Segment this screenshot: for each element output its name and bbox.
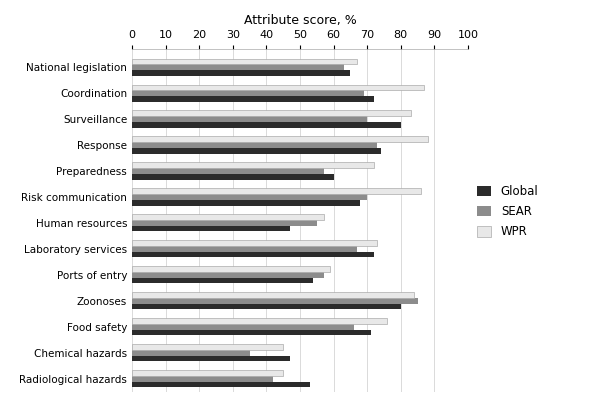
Bar — [132, 350, 250, 356]
Bar — [132, 356, 290, 361]
Bar — [132, 298, 418, 304]
Bar — [132, 330, 371, 335]
Bar — [132, 278, 313, 284]
Bar — [132, 318, 388, 324]
Bar — [132, 240, 377, 246]
Bar — [132, 116, 367, 122]
Bar — [132, 272, 323, 278]
X-axis label: Attribute score, %: Attribute score, % — [244, 14, 356, 27]
Bar — [132, 84, 424, 90]
Bar — [132, 381, 310, 387]
Bar — [132, 376, 273, 381]
Bar — [132, 148, 380, 153]
Bar — [132, 200, 361, 206]
Bar — [132, 214, 323, 220]
Bar — [132, 246, 357, 252]
Bar — [132, 122, 401, 128]
Bar — [132, 188, 421, 194]
Bar — [132, 266, 330, 272]
Bar — [132, 90, 364, 96]
Legend: Global, SEAR, WPR: Global, SEAR, WPR — [477, 185, 539, 238]
Bar — [132, 194, 367, 200]
Bar — [132, 168, 323, 174]
Bar — [132, 226, 290, 231]
Bar — [132, 136, 428, 142]
Bar — [132, 252, 374, 257]
Bar — [132, 344, 283, 350]
Bar — [132, 174, 334, 180]
Bar — [132, 292, 414, 298]
Bar — [132, 96, 374, 102]
Bar — [132, 370, 283, 376]
Bar — [132, 111, 411, 116]
Bar — [132, 64, 344, 70]
Bar — [132, 59, 357, 64]
Bar — [132, 220, 317, 226]
Bar — [132, 304, 401, 309]
Bar — [132, 70, 350, 76]
Bar — [132, 162, 374, 168]
Bar — [132, 324, 354, 330]
Bar — [132, 142, 377, 148]
